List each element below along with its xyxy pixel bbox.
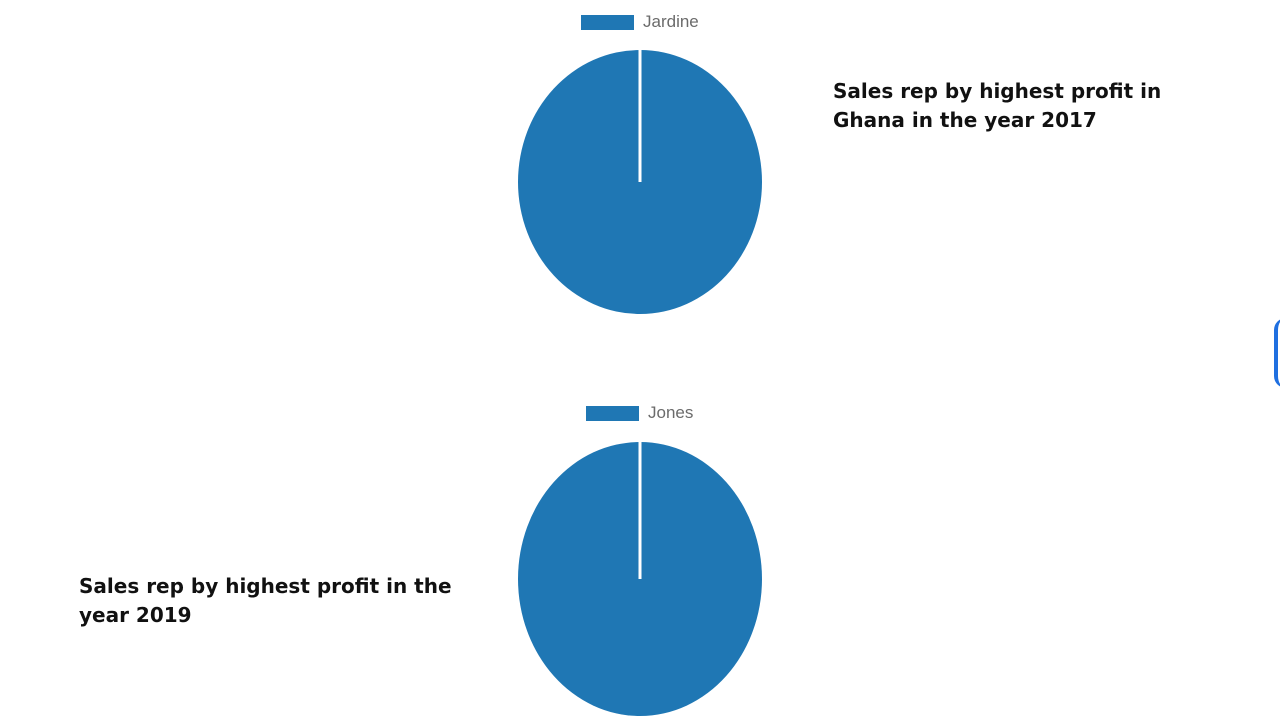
chart2-legend-label: Jones bbox=[648, 403, 694, 422]
chart1-legend: Jardine bbox=[581, 12, 699, 32]
chart1-caption-line1: Sales rep by highest profit in bbox=[833, 79, 1162, 103]
chart2-caption-line1: Sales rep by highest profit in the bbox=[79, 574, 452, 598]
chart2-legend-swatch bbox=[586, 405, 639, 421]
chart1-caption-line2: Ghana in the year 2017 bbox=[833, 108, 1097, 132]
chart1-caption: Sales rep by highest profit in Ghana in … bbox=[833, 77, 1163, 135]
edge-accent-shape bbox=[1274, 318, 1280, 388]
chart1-legend-swatch bbox=[581, 14, 634, 30]
chart2-legend: Jones bbox=[586, 403, 693, 423]
chart2-caption: Sales rep by highest profit in the year … bbox=[79, 572, 459, 630]
chart1-legend-label: Jardine bbox=[643, 12, 699, 31]
chart2-caption-line2: year 2019 bbox=[79, 603, 192, 627]
